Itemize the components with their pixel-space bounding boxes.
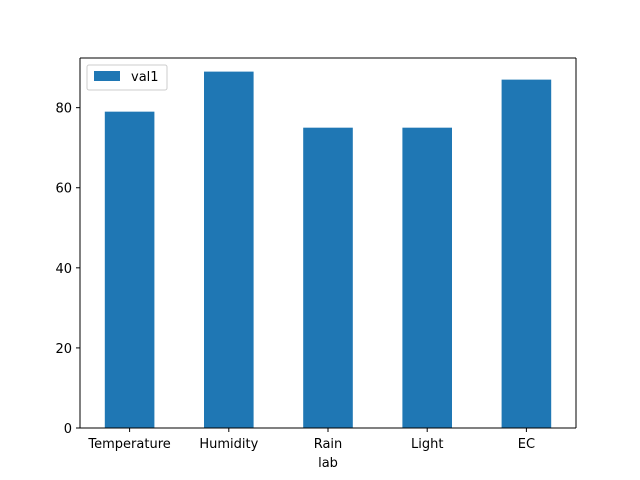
x-tick-label: Light bbox=[411, 437, 443, 452]
x-tick-label: Rain bbox=[314, 437, 343, 452]
y-tick-label: 80 bbox=[55, 102, 72, 117]
y-tick-label: 0 bbox=[64, 422, 72, 437]
x-tick-label: EC bbox=[518, 437, 535, 452]
x-tick-label: Humidity bbox=[199, 437, 258, 452]
y-tick-label: 40 bbox=[55, 262, 72, 277]
bar-temperature bbox=[104, 111, 155, 428]
legend: val1 bbox=[86, 64, 168, 91]
bars-group bbox=[104, 71, 552, 428]
y-ticks-group: 0 20 40 60 80 bbox=[55, 102, 80, 437]
x-axis-label: lab bbox=[318, 456, 338, 471]
x-tick-label: Temperature bbox=[87, 437, 170, 452]
bar-light bbox=[402, 127, 452, 428]
x-ticks-group: Temperature Humidity Rain Light EC bbox=[87, 428, 535, 452]
legend-swatch bbox=[94, 71, 120, 81]
y-tick-label: 60 bbox=[55, 182, 72, 197]
y-tick-label: 20 bbox=[55, 342, 72, 357]
bar-rain bbox=[303, 127, 353, 428]
legend-label: val1 bbox=[131, 70, 159, 85]
bar-humidity bbox=[204, 71, 254, 428]
bar-ec bbox=[501, 79, 552, 428]
